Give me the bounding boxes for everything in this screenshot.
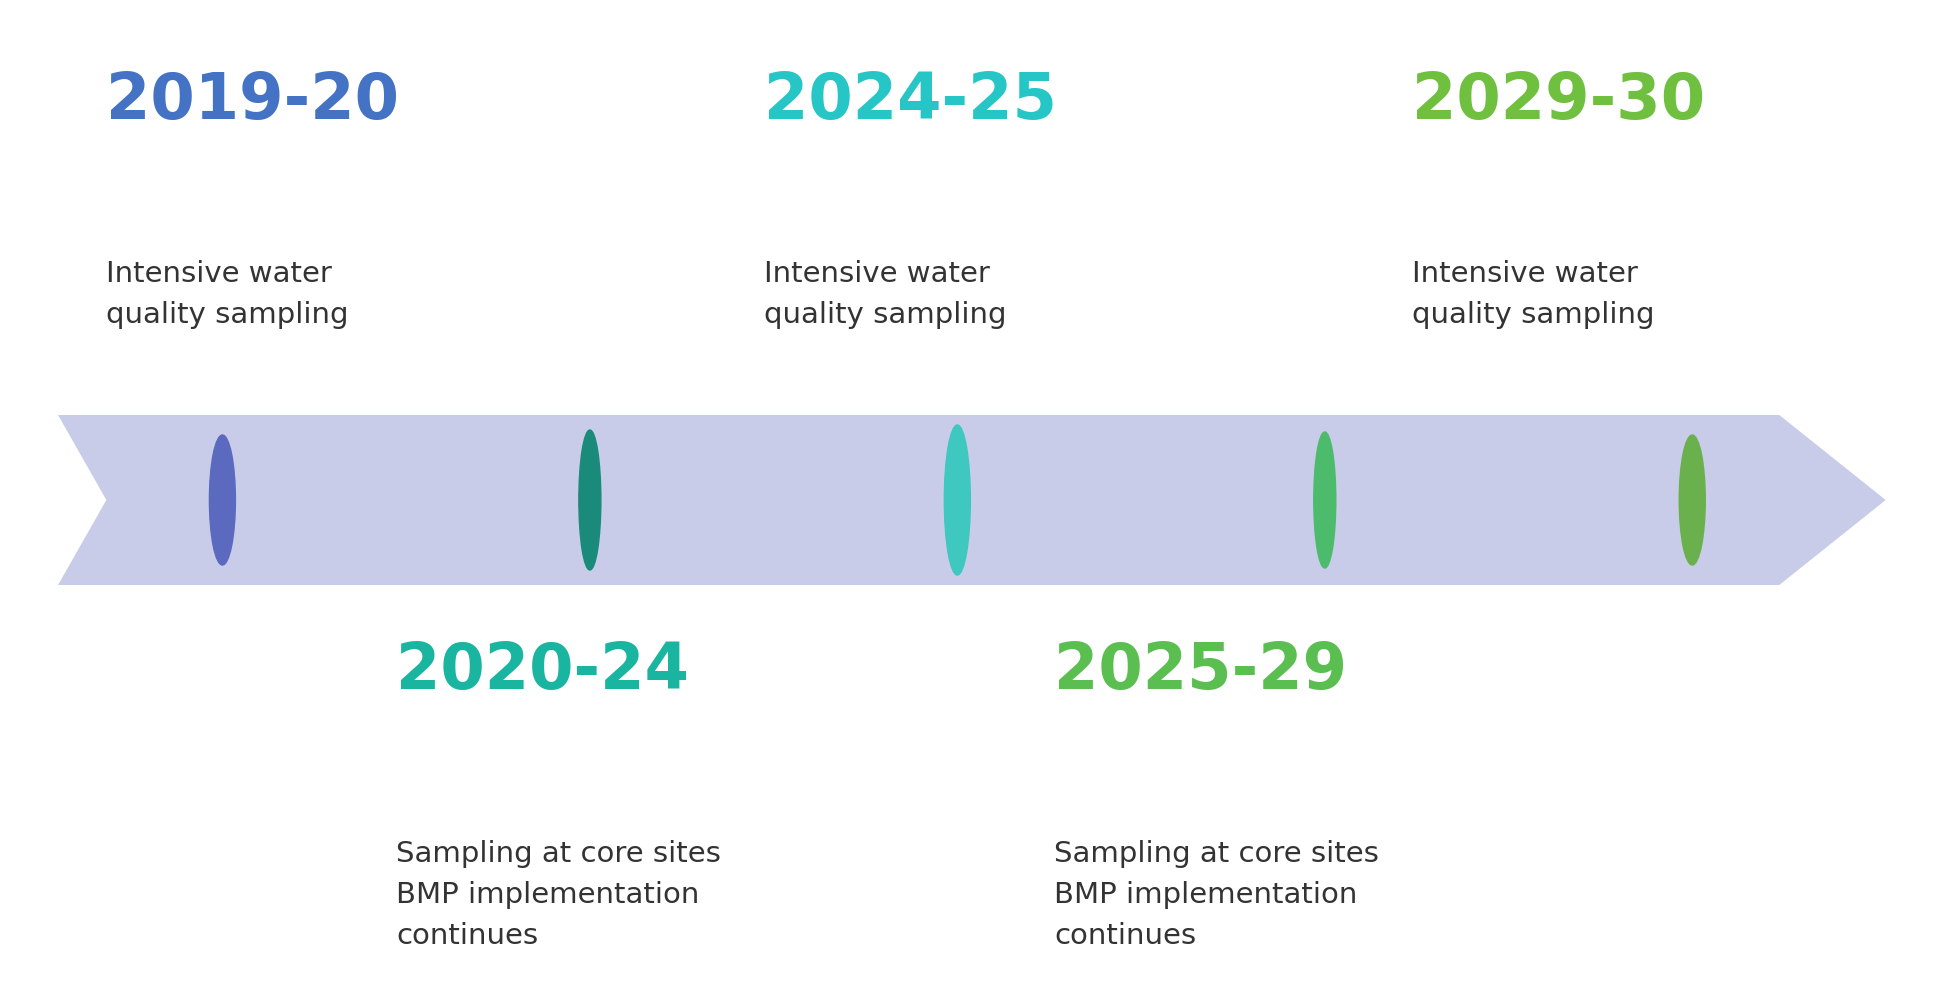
Text: Sampling at core sites
BMP implementation
continues: Sampling at core sites BMP implementatio… <box>396 840 721 950</box>
Polygon shape <box>58 415 1886 585</box>
Ellipse shape <box>1313 432 1336 568</box>
Text: 2029-30: 2029-30 <box>1412 70 1706 132</box>
Text: 2025-29: 2025-29 <box>1054 640 1348 702</box>
Text: 2019-20: 2019-20 <box>106 70 398 132</box>
Text: Intensive water
quality sampling: Intensive water quality sampling <box>764 260 1006 329</box>
Ellipse shape <box>578 430 601 570</box>
Text: Intensive water
quality sampling: Intensive water quality sampling <box>106 260 348 329</box>
Text: Sampling at core sites
BMP implementation
continues: Sampling at core sites BMP implementatio… <box>1054 840 1379 950</box>
Ellipse shape <box>944 425 971 575</box>
Text: 2020-24: 2020-24 <box>396 640 689 702</box>
Text: Intensive water
quality sampling: Intensive water quality sampling <box>1412 260 1654 329</box>
Text: 2024-25: 2024-25 <box>764 70 1056 132</box>
Ellipse shape <box>209 435 236 565</box>
Ellipse shape <box>1679 435 1706 565</box>
